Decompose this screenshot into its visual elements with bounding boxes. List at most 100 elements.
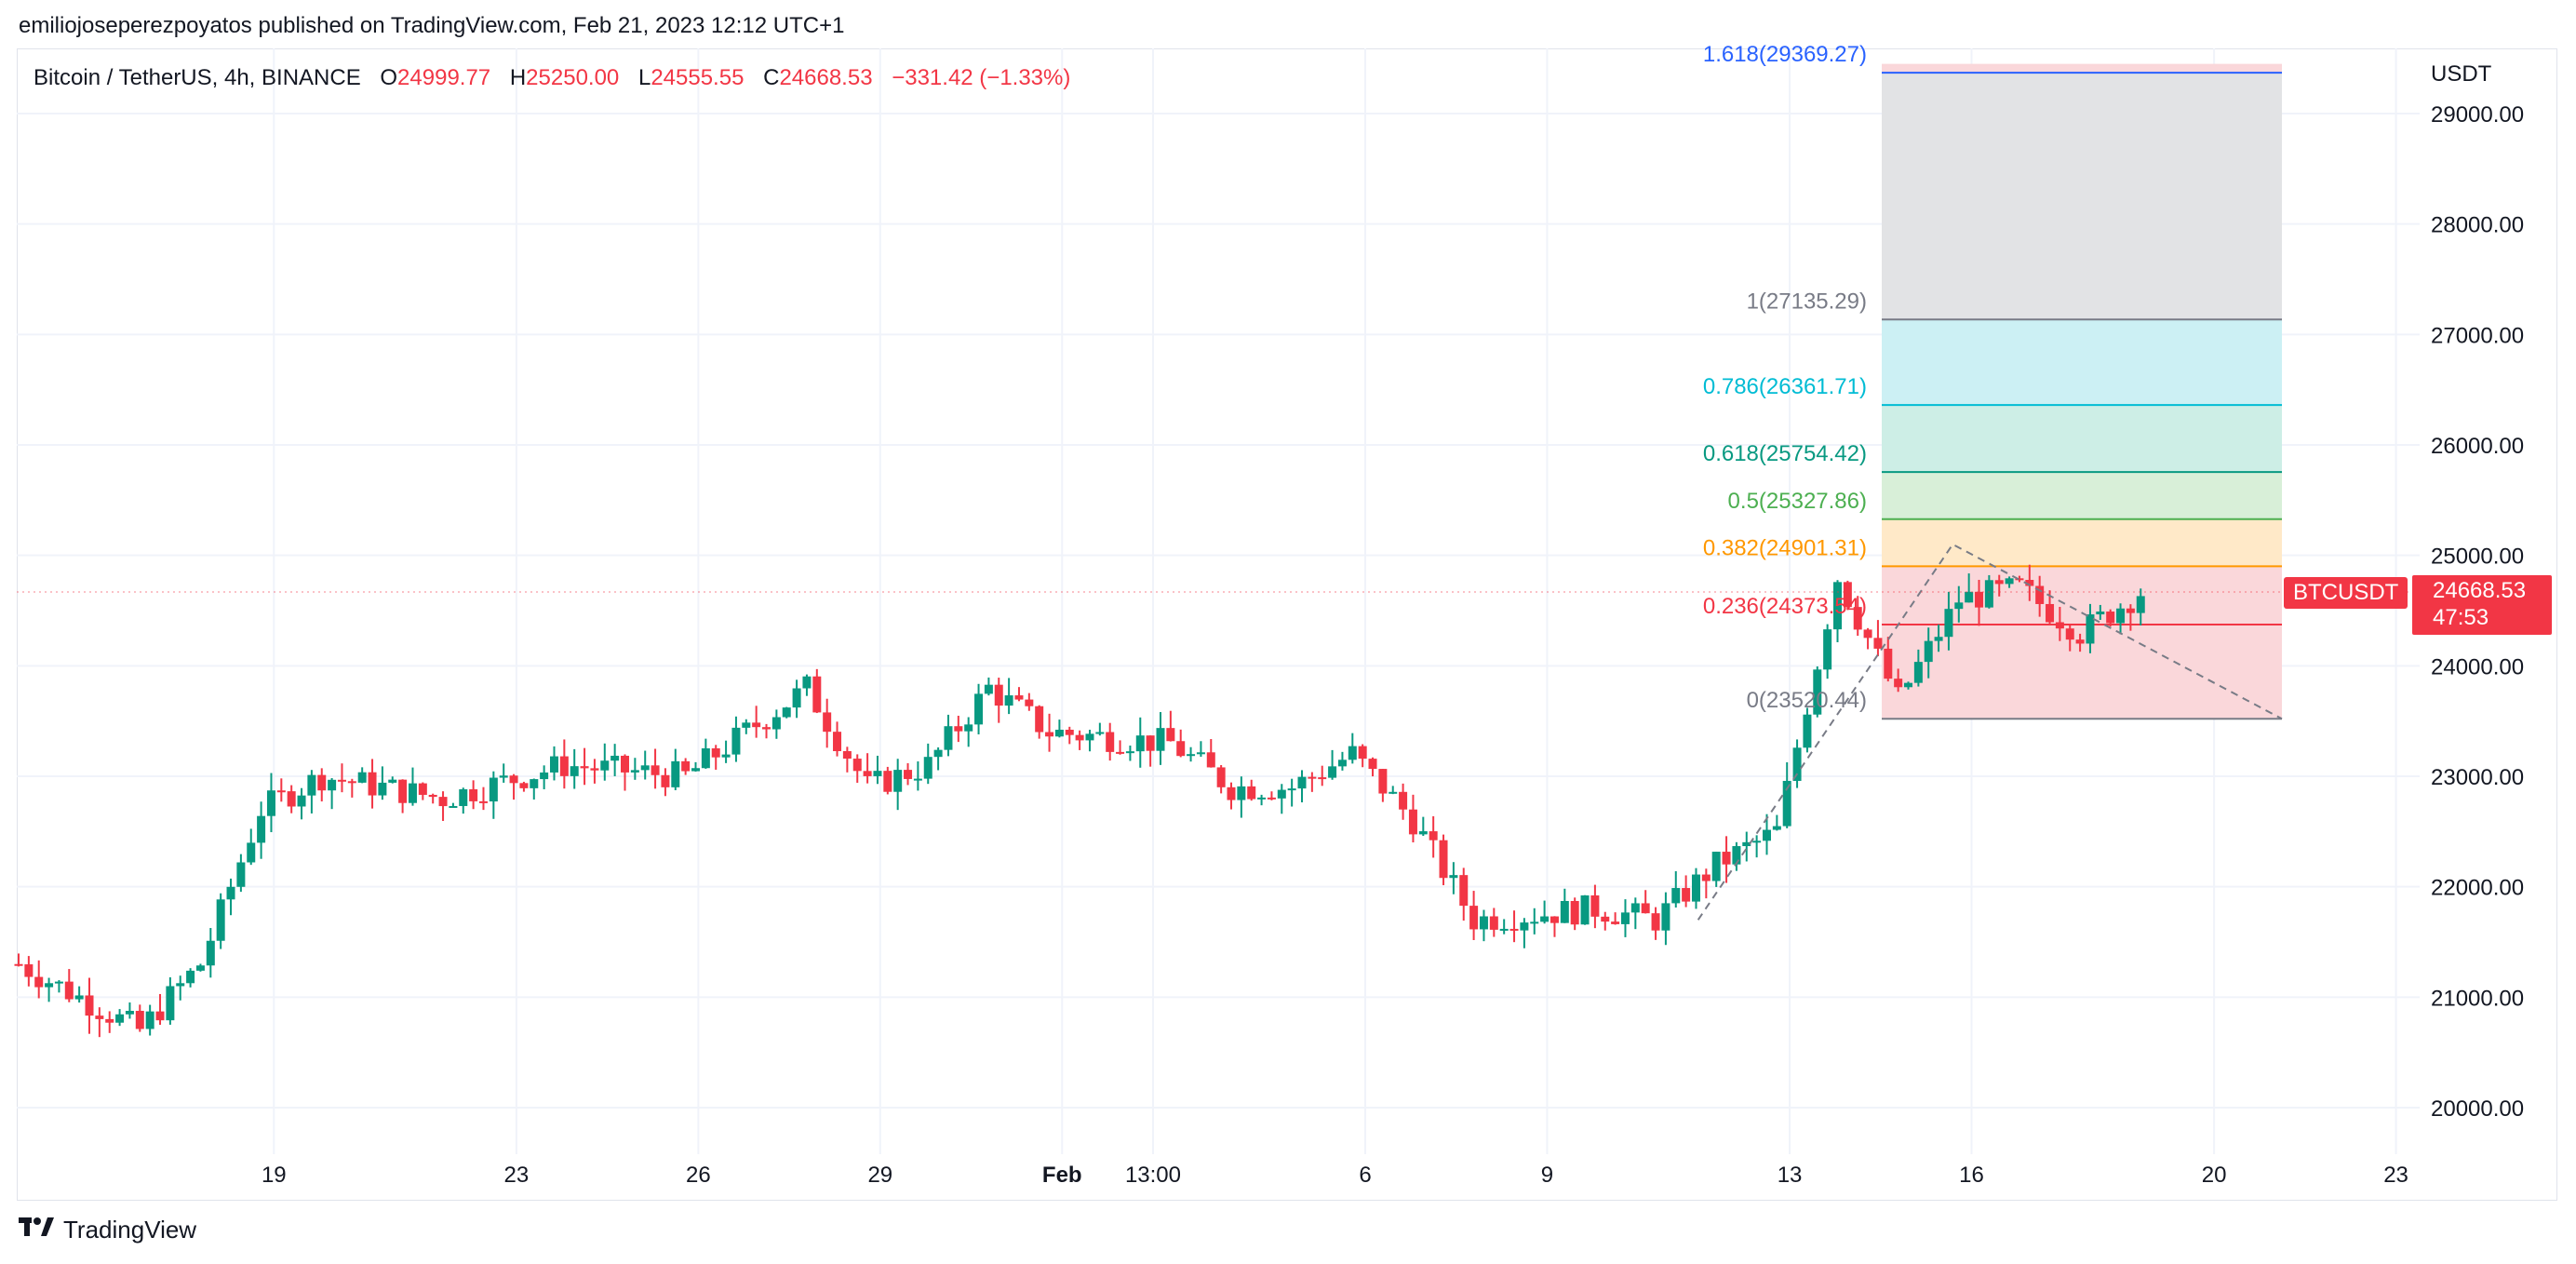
candle-body	[398, 779, 408, 803]
time-tick-label: 13:00	[1125, 1163, 1181, 1188]
candle-body	[24, 964, 34, 977]
candle-body	[34, 976, 44, 988]
high-value: 25250.00	[526, 65, 620, 90]
candle-body	[1085, 733, 1094, 741]
candle-body	[1418, 831, 1428, 835]
low-label: L	[637, 65, 651, 90]
candle-body	[600, 760, 610, 771]
candle-body	[1772, 826, 1781, 830]
candle-body	[1853, 607, 1862, 630]
candle-body	[287, 791, 296, 807]
fib-band	[1882, 319, 2282, 406]
last-price-badge: 24668.53 47:53	[2412, 575, 2552, 635]
fib-level-label: 0.382(24901.31)	[1703, 535, 1867, 560]
candle-body	[590, 768, 599, 771]
candle-body	[1813, 669, 1822, 715]
open-value: 24999.77	[397, 65, 491, 90]
candle-body	[1247, 786, 1256, 800]
candle-body	[1833, 582, 1842, 630]
candle-body	[994, 684, 1003, 706]
candle-body	[1378, 769, 1388, 794]
candle-body	[721, 754, 731, 758]
candle-body	[2075, 639, 2085, 644]
candle-body	[307, 774, 316, 796]
time-tick-label: 9	[1541, 1163, 1553, 1188]
candle-body	[1560, 900, 1569, 923]
candle-body	[1843, 582, 1852, 608]
candle-body	[226, 886, 235, 900]
candle-body	[651, 765, 660, 775]
candle-body	[1368, 759, 1377, 770]
candle-body	[266, 790, 275, 816]
candle-body	[1924, 640, 1933, 663]
candle-body	[731, 727, 741, 755]
candle-body	[1489, 916, 1498, 930]
candle-body	[155, 1011, 165, 1021]
candle-body	[1439, 840, 1448, 879]
candle-body	[913, 778, 922, 781]
candle-body	[428, 794, 437, 798]
published-by-line: emiliojoseperezpoyatos published on Trad…	[19, 13, 845, 38]
candle-body	[1479, 916, 1488, 930]
candlestick-series	[14, 564, 2145, 1038]
candle-body	[1025, 699, 1034, 706]
fib-band	[1882, 518, 2282, 567]
candle-body	[1965, 591, 1974, 603]
candle-body	[792, 688, 801, 708]
candle-body	[438, 797, 448, 807]
candle-body	[893, 770, 903, 792]
candle-body	[610, 755, 620, 761]
candle-body	[782, 707, 791, 718]
candle-body	[1661, 903, 1670, 931]
candle-body	[1984, 580, 1993, 608]
candle-body	[1782, 780, 1791, 827]
candle-body	[85, 995, 94, 1016]
candle-body	[1530, 921, 1539, 924]
candle-body	[276, 790, 286, 793]
open-label: O	[380, 65, 398, 90]
candle-body	[1187, 754, 1196, 757]
candle-body	[974, 693, 984, 725]
candle-body	[1095, 732, 1105, 734]
candle-body	[1116, 751, 1125, 754]
candle-body	[1267, 797, 1276, 800]
candle-body	[74, 995, 84, 1000]
candle-body	[1499, 928, 1509, 931]
candle-body	[1257, 797, 1267, 800]
candle-body	[752, 722, 761, 728]
candle-body	[64, 981, 74, 1000]
candle-body	[1469, 906, 1479, 930]
price-tick-label: 21000.00	[2431, 986, 2524, 1011]
time-tick-label: 29	[867, 1163, 892, 1188]
symbol-legend: Bitcoin / TetherUS, 4h, BINANCE O24999.7…	[34, 65, 1083, 91]
candle-body	[1389, 791, 1398, 794]
time-tick-label: 23	[504, 1163, 530, 1188]
candle-body	[1216, 767, 1226, 787]
fib-level-label: 0.786(26361.71)	[1703, 374, 1867, 399]
candle-body	[2096, 612, 2105, 615]
price-axis: 20000.00 21000.00 22000.00 23000.00 24000.00…	[2431, 102, 2524, 1122]
close-value: 24668.53	[779, 65, 873, 90]
price-tick-label: 27000.00	[2431, 323, 2524, 348]
candle-body	[559, 756, 569, 776]
symbol-title[interactable]: Bitcoin / TetherUS, 4h, BINANCE	[34, 65, 361, 90]
price-tick-label: 29000.00	[2431, 102, 2524, 128]
candle-body	[1904, 682, 1913, 688]
candle-body	[1106, 732, 1115, 752]
time-axis: 19 23 26 29 Feb 13:00 6 9 13 16 20 23	[262, 1163, 2408, 1188]
candle-body	[1590, 895, 1600, 917]
candle-body	[1297, 776, 1307, 789]
candle-body	[1358, 746, 1367, 760]
bar-countdown: 47:53	[2433, 605, 2489, 630]
fib-band	[1882, 63, 2282, 74]
candle-body	[1630, 903, 1640, 913]
candle-body	[247, 842, 256, 863]
fib-band	[1882, 566, 2282, 625]
candle-body	[2116, 608, 2126, 624]
candle-body	[1894, 679, 1903, 688]
candle-body	[1762, 829, 1771, 841]
candle-body	[1156, 728, 1165, 751]
tradingview-brand[interactable]: TradingView	[19, 1216, 196, 1244]
fib-level-label: 0.5(25327.86)	[1728, 489, 1867, 514]
